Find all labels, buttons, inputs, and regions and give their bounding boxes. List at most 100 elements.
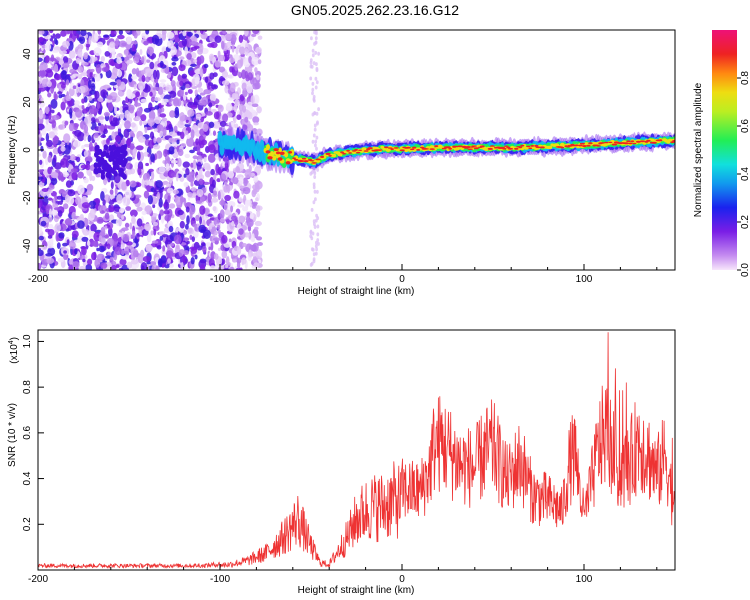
colorbar-tick-label: 0.4 [740,167,750,181]
spectrogram-noise-blob [187,89,193,94]
spectrogram-noise-blob [205,242,212,248]
snr-y-tick-label: 0.6 [22,425,33,439]
spectrogram-ridge-cell [586,144,591,147]
spectrogram-ridge-cell [471,145,477,147]
spectrogram-noise-blob [83,150,89,158]
spectrogram-noise-blob [110,181,114,190]
spectrogram-noise-blob [145,30,150,35]
spectrogram-noise-blob [156,245,162,250]
spectrogram-ridge-cell [578,144,583,147]
spectrogram-noise-blob [229,181,234,186]
spectrogram-noise-blob [91,252,97,261]
spectrogram-ridge-cell [429,148,435,150]
spectrogram-noise-blob [123,49,129,56]
spectrogram-ridge-cell [624,142,629,145]
spectrogram-noise-blob [317,51,320,56]
spectrogram-ridge-cell [332,153,337,158]
spectrogram-noise-blob [310,36,313,41]
spectrogram-noise-blob [121,181,127,191]
spectrogram-noise-blob [217,104,224,113]
spectrogram-noise-blob [251,189,257,198]
spectrogram-ridge-cell [567,144,573,147]
spectrogram-ridge-cell [548,145,553,150]
spectrogram-noise-blob [78,265,86,270]
spectrogram-noise-blob [219,209,225,220]
spectrogram-ridge-cell [635,140,641,143]
spectrogram-x-axis-label: Height of straight line (km) [298,286,415,297]
spectrogram-noise-blob [169,177,173,184]
spectrogram-noise-blob [100,169,106,176]
spectrogram-noise-blob [62,56,69,64]
spectrogram-noise-blob [103,159,108,166]
spectrogram-noise-blob [160,214,165,224]
spectrogram-noise-blob [226,112,233,118]
page-title: GN05.2025.262.23.16.G12 [290,2,460,18]
spectrogram-noise-blob [316,189,319,194]
spectrogram-noise-blob [72,30,77,36]
spectrogram-noise-blob [199,264,206,270]
spectrogram-y-tick-label: 20 [22,96,33,108]
spectrogram-noise-blob [46,80,52,88]
spectrogram-noise-blob [134,194,142,199]
spectrogram-noise-blob [94,198,101,204]
spectrogram-noise-blob [106,172,111,178]
spectrogram-noise-blob [65,95,72,102]
spectrogram-noise-blob [183,197,187,206]
spectrogram-noise-blob [98,245,105,253]
spectrogram-noise-blob [179,80,184,87]
spectrogram-ridge-cell [487,147,493,150]
spectrogram-noise-blob [60,70,67,80]
snr-scale-factor: (x104) [8,337,20,364]
spectrogram-noise-blob [38,262,42,270]
spectrogram-noise-blob [200,242,206,247]
spectrogram-ridge-cell [404,148,409,153]
spectrogram-noise-blob [182,254,186,264]
spectrogram-noise-blob [45,253,53,257]
spectrogram-noise-blob [50,84,55,94]
spectrogram-noise-blob [167,195,171,204]
spectrogram-noise-blob [129,222,133,230]
spectrogram-noise-blob [214,60,222,68]
spectrogram-noise-blob [74,248,78,255]
spectrogram-noise-blob [154,97,161,102]
spectrogram-noise-blob [104,225,108,230]
spectrogram-noise-blob [227,170,235,179]
spectrogram-noise-blob [165,84,173,92]
spectrogram-ridge-cell [574,144,579,147]
spectrogram-noise-blob [161,234,169,238]
spectrogram-ridge-cell [363,150,369,152]
spectrogram-noise-blob [53,154,57,163]
spectrogram-x-tick-label: 100 [576,274,593,285]
spectrogram-noise-blob [213,253,219,260]
spectrogram-noise-blob [103,112,110,117]
spectrogram-noise-blob [169,90,177,98]
spectrogram-noise-blob [149,131,155,140]
spectrogram-noise-blob [177,148,184,157]
spectrogram-ridge-cell [445,146,451,149]
spectrogram-ridge-cell [315,159,321,163]
spectrogram-noise-blob [210,168,215,176]
spectrogram-noise-blob [129,168,136,175]
spectrogram-noise-blob [98,156,104,163]
spectrogram-noise-blob [88,141,93,152]
spectrogram-noise-blob [89,105,97,115]
spectrogram-noise-blob [195,214,200,222]
spectrogram-ridge-cell [465,146,471,148]
spectrogram-ridge-cell [265,150,271,154]
spectrogram-noise-blob [71,230,79,238]
spectrogram-noise-blob [315,111,319,116]
spectrogram-noise-blob [185,38,193,48]
spectrogram-noise-blob [60,101,66,111]
spectrogram-noise-blob [120,161,126,167]
spectrogram-noise-blob [217,229,221,235]
spectrogram-ridge-cell [611,143,618,146]
spectrogram-noise-blob [109,150,115,157]
spectrogram-noise-blob [203,63,209,69]
spectrogram-noise-blob [185,206,190,213]
spectrogram-noise-blob [186,215,190,225]
svg-text:(x104): (x104) [8,337,20,364]
spectrogram-noise-blob [95,173,101,178]
spectrogram-noise-blob [55,73,61,81]
spectrogram-noise-blob [227,201,236,208]
spectrogram-noise-blob [183,237,190,241]
